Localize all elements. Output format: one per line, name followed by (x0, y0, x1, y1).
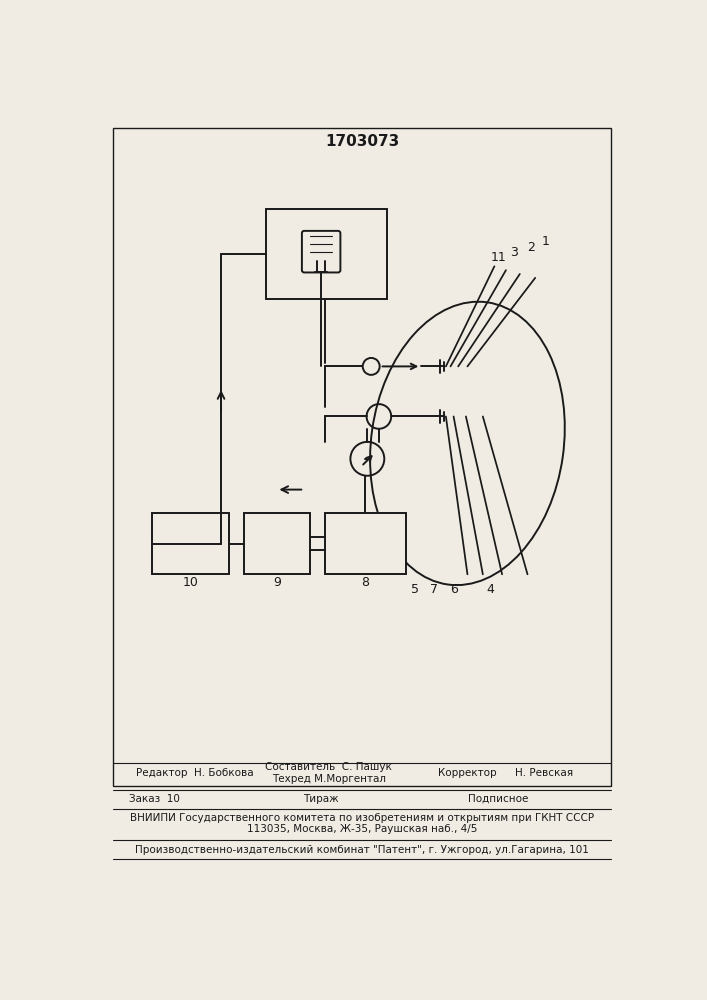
Text: 1703073: 1703073 (325, 134, 399, 149)
Text: 1: 1 (542, 235, 550, 248)
Text: 3: 3 (510, 246, 518, 259)
Text: Составитель  С. Пашук: Составитель С. Пашук (265, 762, 392, 772)
Text: 9: 9 (273, 576, 281, 588)
Text: Производственно-издательский комбинат "Патент", г. Ужгород, ул.Гагарина, 101: Производственно-издательский комбинат "П… (135, 845, 589, 855)
Text: 11: 11 (491, 251, 506, 264)
Text: 8: 8 (361, 576, 370, 588)
Bar (244, 513, 310, 574)
Text: Заказ  10: Заказ 10 (129, 794, 180, 804)
Text: Корректор: Корректор (438, 768, 497, 778)
Text: 113035, Москва, Ж-35, Раушская наб., 4/5: 113035, Москва, Ж-35, Раушская наб., 4/5 (247, 824, 477, 834)
Text: 5: 5 (411, 583, 419, 596)
Text: 7: 7 (431, 583, 438, 596)
Text: Техред М.Моргентал: Техред М.Моргентал (272, 774, 386, 784)
Bar (113, 128, 612, 786)
Bar (152, 513, 229, 574)
Text: Подписное: Подписное (468, 794, 528, 804)
Text: Н. Ревская: Н. Ревская (515, 768, 573, 778)
Text: 4: 4 (486, 583, 494, 596)
Bar (325, 513, 406, 574)
Text: Редактор  Н. Бобкова: Редактор Н. Бобкова (136, 768, 254, 778)
Text: Тираж: Тираж (303, 794, 339, 804)
Text: 6: 6 (450, 583, 457, 596)
Bar (266, 209, 387, 299)
Text: ВНИИПИ Государственного комитета по изобретениям и открытиям при ГКНТ СССР: ВНИИПИ Государственного комитета по изоб… (130, 813, 594, 823)
Text: 2: 2 (527, 241, 534, 254)
Text: 10: 10 (182, 576, 198, 588)
